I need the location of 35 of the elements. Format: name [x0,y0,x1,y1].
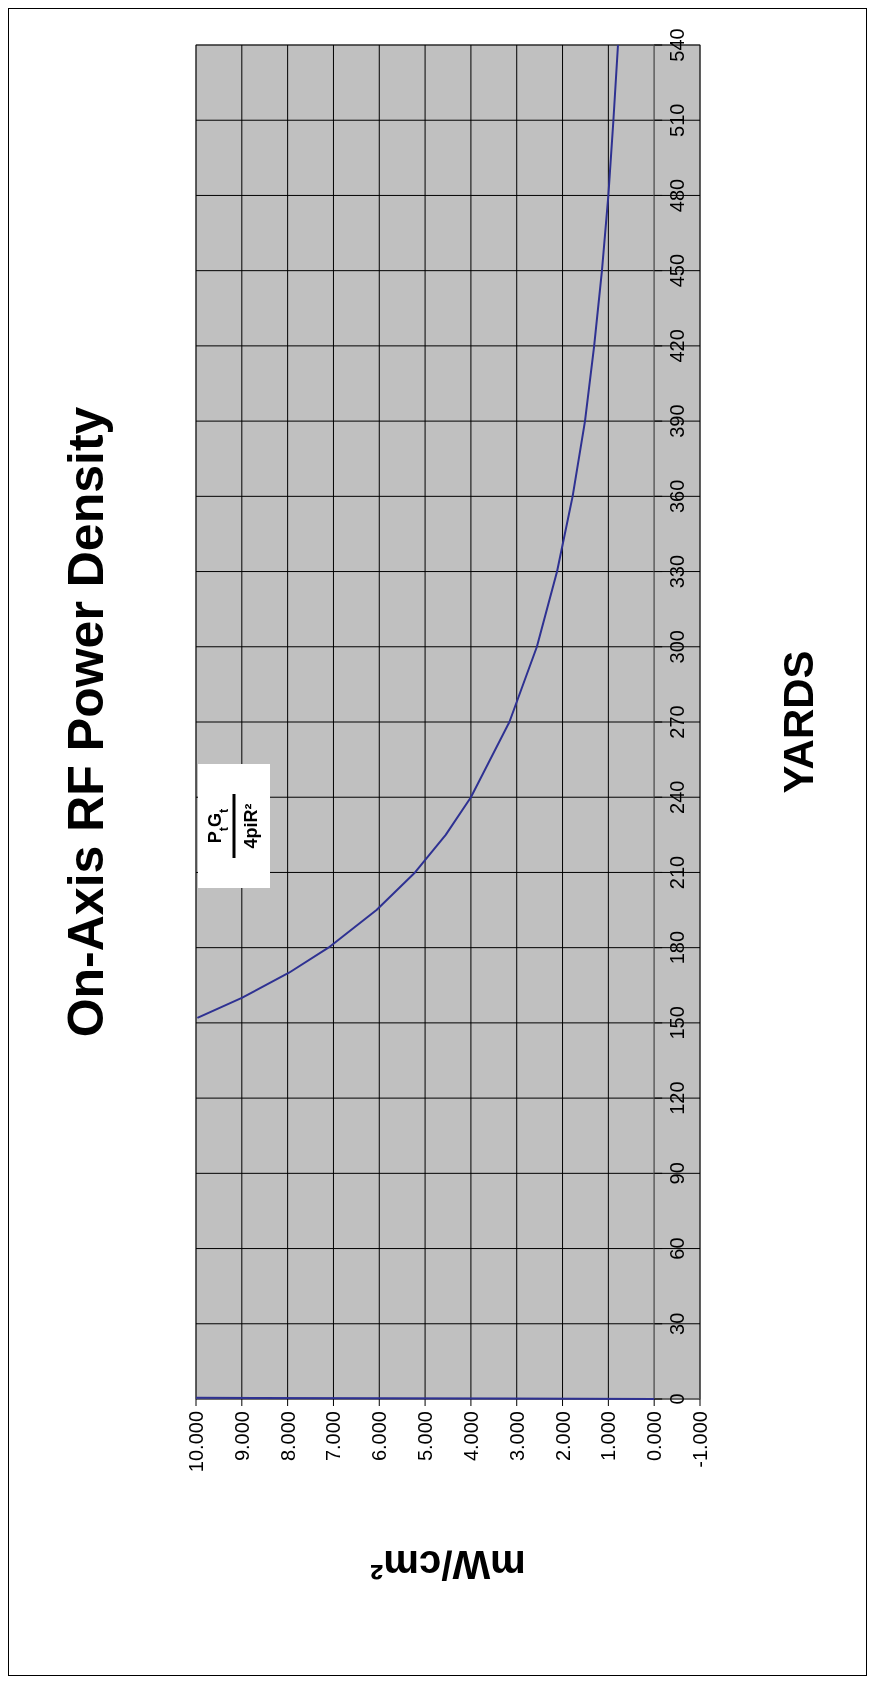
y-tick-label: 540 [666,28,689,62]
y-tick-label: 420 [666,329,689,363]
x-tick-label: 5.000 [414,1411,437,1462]
x-tick-label: 10.000 [185,1411,207,1473]
x-tick-label: 2.000 [551,1411,574,1462]
y-tick-label: 450 [666,253,689,288]
x-tick-label: 1.000 [597,1411,620,1462]
y-tick-label: 330 [666,554,689,589]
x-tick-label: 9.000 [230,1411,253,1462]
y-tick-label: 60 [666,1237,689,1260]
x-tick-label: 8.000 [276,1411,299,1462]
x-tick-label: 3.000 [505,1411,528,1462]
y-tick-label: 300 [666,630,689,664]
x-tick-label: 4.000 [459,1411,482,1462]
y-tick-label: 210 [666,855,689,890]
y-tick-label: 510 [666,103,689,137]
y-tick-label: 0 [666,1393,689,1405]
y-tick-label: 30 [666,1312,689,1335]
y-tick-label: 180 [666,930,689,965]
x-tick-label: 7.000 [322,1411,345,1462]
text: On-Axis RF Power Density [58,406,114,1038]
y-tick-label: 360 [666,479,689,514]
y-tick-label: 240 [666,780,689,814]
y-tick-label: 390 [666,404,689,438]
y-axis-title: YARDS [775,650,822,794]
x-tick-label: -1.000 [689,1411,711,1468]
y-tick-label: 480 [666,178,689,213]
x-axis-title: mW/cm² [370,1543,526,1587]
x-tick-label: 6.000 [368,1411,391,1462]
annotation: 4piR² [241,803,261,849]
y-tick-label: 270 [666,705,689,739]
y-tick-label: 90 [666,1162,689,1185]
y-tick-label: 150 [666,1006,689,1040]
y-tick-label: 120 [666,1081,689,1115]
x-tick-label: 0.000 [643,1411,666,1462]
